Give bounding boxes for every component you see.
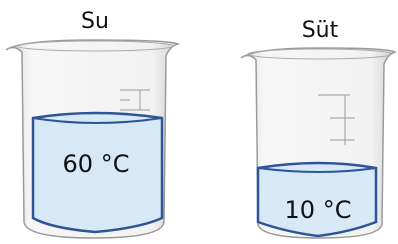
beaker: Süt 10 °C [241, 18, 395, 238]
temperature: 60 °C [63, 150, 130, 178]
temperature: 10 °C [285, 196, 352, 224]
beaker-label: Su [81, 9, 109, 34]
beaker: Su 60 °C [6, 9, 178, 238]
diagram: Su 60 °C Süt 10 °C [0, 0, 398, 244]
beaker-label: Süt [302, 18, 339, 43]
